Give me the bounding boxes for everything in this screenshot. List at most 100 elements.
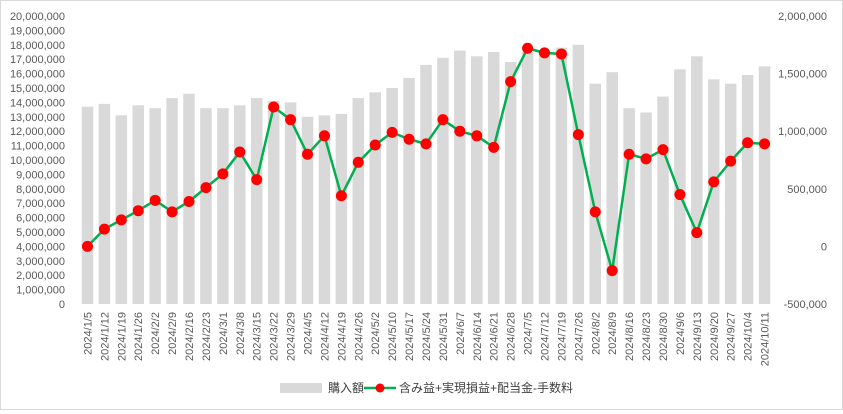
y-left-tick-label: 6,000,000 [16, 213, 65, 225]
bar [487, 52, 500, 304]
bar [81, 106, 94, 304]
bar [352, 98, 365, 304]
line-point [454, 125, 466, 137]
x-tick-label: 2024/6/14 [472, 312, 484, 361]
x-tick-label: 2024/3/8 [235, 312, 247, 355]
x-tick-label: 2024/3/15 [252, 312, 264, 361]
bar [454, 50, 466, 305]
line-point [759, 138, 771, 150]
bar [674, 69, 686, 304]
y-left-tick-label: 0 [59, 299, 65, 311]
y-left-tick-label: 5,000,000 [16, 227, 65, 239]
line-point [505, 76, 517, 88]
bar [606, 72, 618, 304]
line-point [234, 146, 246, 158]
y-left-tick-label: 14,000,000 [10, 97, 65, 109]
y-left-tick-label: 2,000,000 [16, 270, 65, 282]
line-point [657, 144, 669, 156]
line-point [81, 240, 93, 252]
y-left-tick-label: 1,000,000 [16, 285, 65, 297]
legend-label-line: 含み益+実現損益+配当金-手数料 [399, 380, 573, 395]
x-tick-label: 2024/5/10 [387, 312, 399, 361]
x-tick-label: 2024/2/23 [201, 312, 213, 361]
bar [284, 102, 297, 305]
line-point [674, 189, 686, 201]
x-tick-label: 2024/9/20 [709, 312, 721, 361]
y-left-tick-label: 9,000,000 [16, 169, 65, 181]
line-point [538, 47, 550, 59]
legend-label-bar: 購入額 [328, 381, 364, 395]
bar [267, 100, 280, 305]
x-tick-label: 2024/8/16 [624, 312, 636, 361]
x-tick-label: 2024/1/19 [116, 312, 128, 361]
line-point [522, 42, 534, 54]
line-point [166, 206, 178, 218]
line-point [437, 114, 449, 126]
x-tick-label: 2024/3/29 [286, 312, 298, 361]
line-point [725, 155, 737, 167]
bar [437, 57, 449, 305]
bar [149, 108, 161, 304]
line-point [98, 223, 110, 235]
y-right-tick-label: -500,000 [784, 299, 827, 311]
line-point [708, 176, 720, 188]
x-tick-label: 2024/2/9 [167, 312, 179, 355]
bar [504, 62, 517, 304]
x-tick-label: 2024/10/11 [760, 312, 772, 366]
x-tick-label: 2024/5/2 [370, 312, 382, 355]
right-axis: -500,000 0 500,000 1,000,000 1,500,000 2,000,… [778, 11, 827, 311]
bar [250, 98, 263, 304]
x-tick-label: 2024/3/1 [218, 312, 230, 355]
x-tick-label: 2024/4/12 [319, 312, 331, 361]
y-right-tick-label: 500,000 [787, 184, 827, 196]
x-tick-label: 2024/1/12 [99, 312, 111, 361]
line-point [302, 148, 314, 160]
x-tick-label: 2024/1/5 [82, 312, 94, 355]
x-tick-label: 2024/8/9 [607, 312, 619, 355]
bar [369, 92, 381, 304]
x-tick-label: 2024/6/7 [455, 312, 467, 355]
x-tick-label: 2024/7/26 [573, 312, 585, 361]
x-tick-label: 2024/7/5 [523, 312, 535, 355]
x-tick-label: 2024/5/31 [438, 312, 450, 361]
legend: 購入額 含み益+実現損益+配当金-手数料 [280, 380, 573, 395]
x-tick-label: 2024/9/6 [675, 312, 687, 355]
bar [234, 105, 246, 304]
line-point [572, 129, 584, 141]
bar [741, 75, 754, 304]
bar [335, 113, 348, 304]
x-tick-label: 2024/5/17 [404, 312, 416, 361]
x-tick-label: 2024/9/27 [726, 312, 738, 361]
bar-series-group [81, 44, 771, 305]
x-tick-label: 2024/8/30 [658, 312, 670, 361]
x-tick-label: 2024/10/4 [743, 312, 755, 361]
bar [657, 96, 669, 304]
x-tick-label: 2024/2/16 [184, 312, 196, 361]
line-point [217, 168, 229, 180]
x-tick-label: 2024/6/28 [506, 312, 518, 361]
bar [386, 88, 398, 304]
bar [166, 98, 178, 304]
x-tick-label: 2024/9/13 [692, 312, 704, 361]
line-point [403, 133, 415, 145]
bar [521, 52, 534, 304]
line-point [115, 214, 127, 226]
line-point [386, 126, 398, 138]
x-tick-label: 2024/8/23 [641, 312, 653, 361]
line-point [606, 265, 618, 277]
legend-swatch-marker [375, 383, 385, 393]
legend-swatch-bar [280, 383, 322, 393]
bar [640, 112, 652, 304]
x-tick-label: 2024/8/2 [590, 312, 602, 355]
bar [98, 103, 111, 304]
line-point [318, 130, 330, 142]
bar [132, 105, 144, 304]
y-left-tick-label: 10,000,000 [10, 155, 65, 167]
line-point [471, 130, 483, 142]
bar [691, 56, 703, 304]
bar [217, 108, 229, 304]
bar [200, 108, 212, 304]
line-point [589, 206, 601, 218]
x-tick-label: 2024/6/21 [489, 312, 501, 361]
